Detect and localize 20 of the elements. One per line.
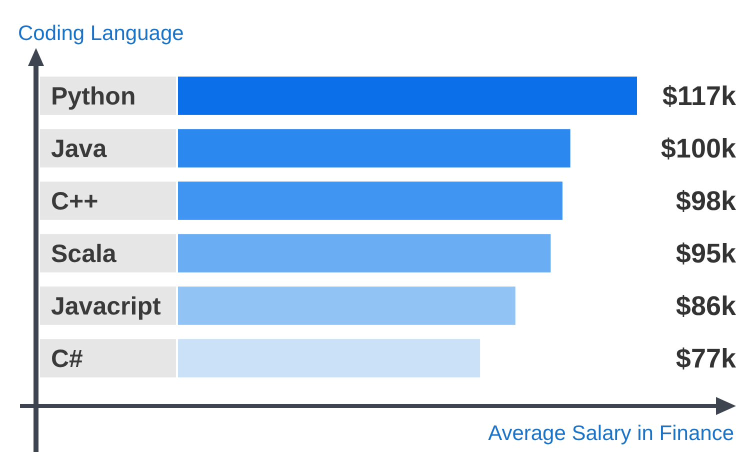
bar [178,234,551,272]
y-tick-label: C# [51,344,84,373]
data-label: $100k [660,134,737,164]
bar [178,129,570,168]
data-label: $117k [662,81,737,112]
data-label: $98k [676,186,737,216]
data-label: $95k [676,238,737,269]
data-label: $77k [676,344,737,374]
bar [178,286,516,325]
bar [178,182,562,220]
y-tick-label: Scala [51,240,118,268]
y-tick-label: C++ [51,188,98,216]
bar [178,76,637,115]
y-axis-title: Coding Language [18,22,184,45]
bar [178,339,480,378]
y-tick-label: Python [51,82,136,111]
x-axis-title: Average Salary in Finance [488,422,734,445]
y-tick-label: Javacript [51,292,162,320]
data-label: $86k [676,291,737,322]
y-tick-label: Java [51,135,108,164]
